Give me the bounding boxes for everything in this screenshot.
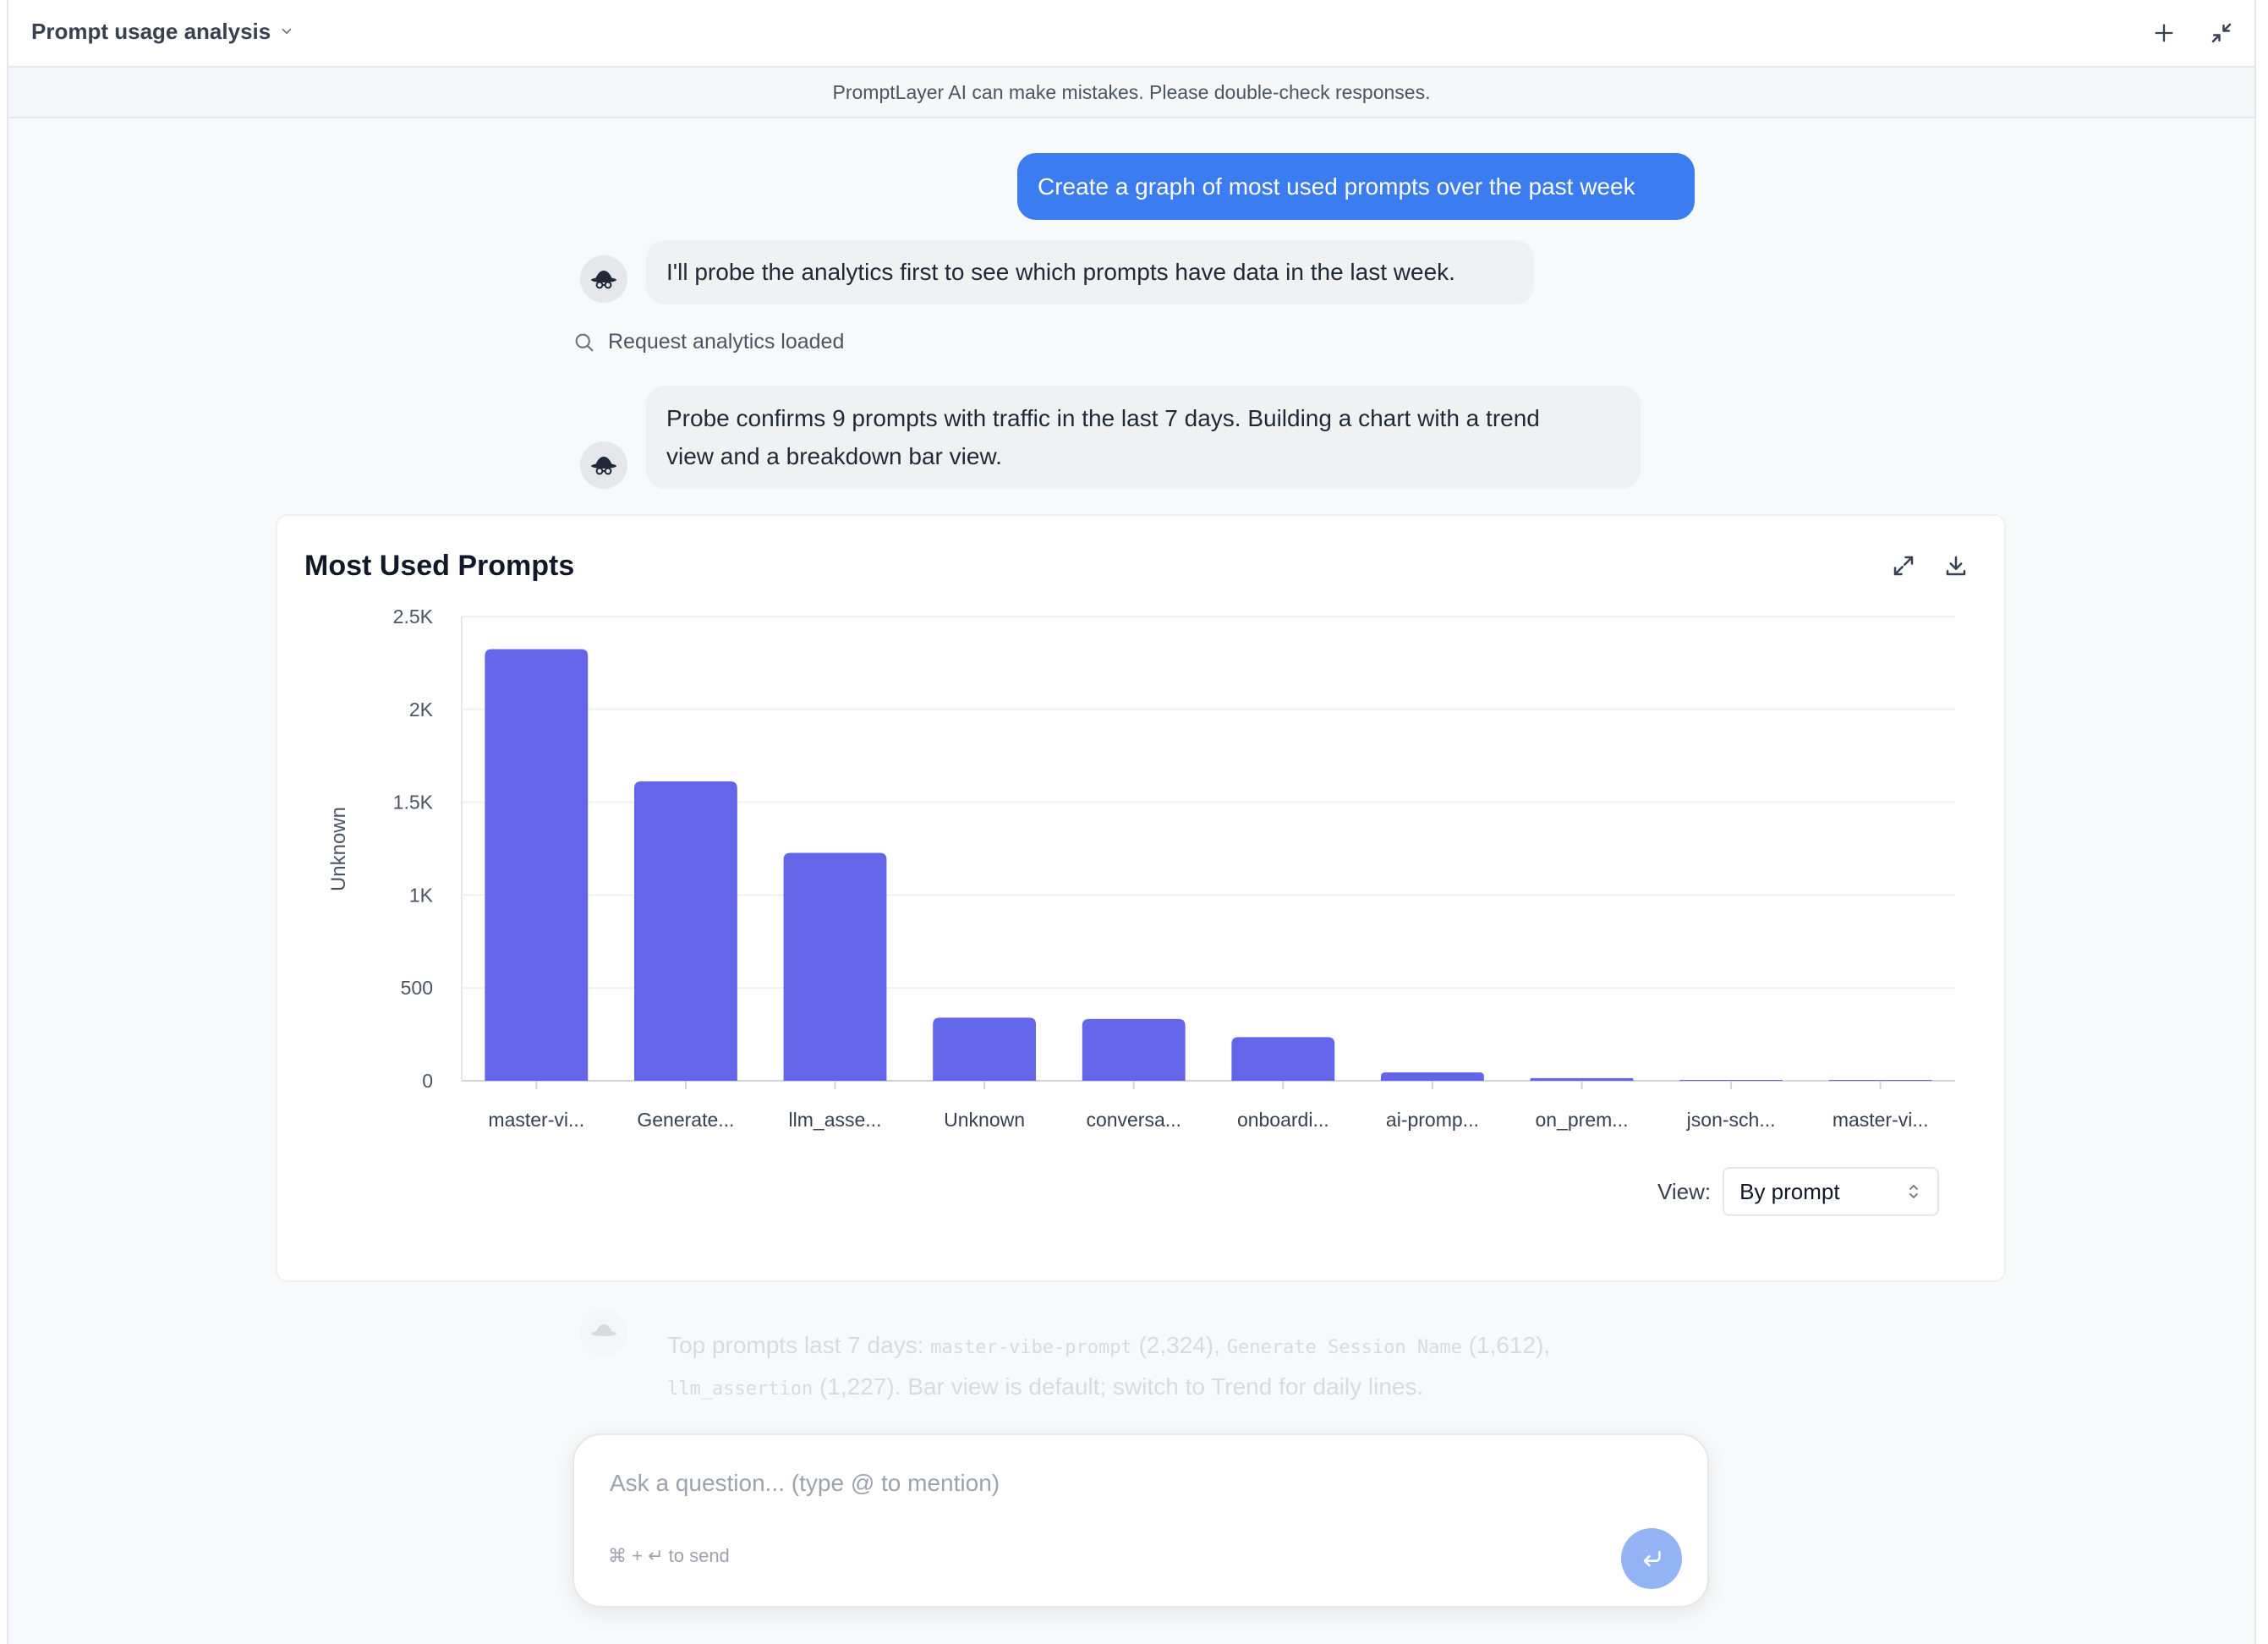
bar	[1380, 1072, 1484, 1081]
y-tick-label: 2.5K	[393, 606, 434, 627]
assistant-message: I'll probe the analytics first to see wh…	[646, 240, 1534, 304]
bar	[633, 781, 737, 1081]
y-tick-label: 0	[422, 1070, 433, 1092]
y-axis-label: Unknown	[327, 807, 350, 891]
send-button[interactable]	[1621, 1528, 1682, 1589]
user-message: Create a graph of most used prompts over…	[1017, 153, 1695, 220]
assistant-avatar	[580, 255, 627, 303]
ghost-text: Top prompts last 7 days:	[667, 1332, 931, 1358]
ghost-code: master-vibe-prompt	[930, 1337, 1132, 1358]
assistant-hat-icon	[591, 457, 616, 475]
conversation-title: Prompt usage analysis	[31, 19, 271, 44]
ghost-text: (1,612),	[1461, 1332, 1551, 1358]
bar	[1828, 1080, 1932, 1081]
x-tick-label: ai-promp...	[1386, 1109, 1479, 1131]
bar	[933, 1017, 1037, 1081]
faded-message-text: Top prompts last 7 days: master-vibe-pro…	[667, 1326, 1614, 1409]
chat-composer: ⌘ + ↵ to send	[572, 1433, 1709, 1608]
chevron-down-icon	[279, 19, 294, 45]
message-input[interactable]	[608, 1469, 1609, 1498]
top-bar: Prompt usage analysis	[8, 0, 2254, 68]
collapse-icon[interactable]	[2207, 19, 2236, 47]
tool-call-label: Request analytics loaded	[608, 330, 845, 353]
select-chevrons-icon	[1909, 1185, 1919, 1198]
bar	[485, 649, 589, 1081]
ghost-code: llm_assertion	[667, 1378, 814, 1400]
x-tick-label: Unknown	[944, 1109, 1025, 1131]
view-label: View:	[1657, 1178, 1712, 1204]
view-selected-value: By prompt	[1739, 1178, 1840, 1204]
tool-call-status: Request analytics loaded	[572, 330, 844, 354]
expand-icon[interactable]	[1889, 551, 1918, 580]
view-select[interactable]: By prompt	[1723, 1167, 1940, 1216]
faded-assistant-message: Top prompts last 7 days: master-vibe-pro…	[8, 1285, 2254, 1446]
view-control: View: By prompt	[1657, 1167, 1940, 1216]
ghost-text: (1,227). Bar view is default; switch to …	[813, 1373, 1424, 1400]
send-hint: ⌘ + ↵ to send	[608, 1545, 730, 1566]
download-icon[interactable]	[1942, 551, 1970, 580]
assistant-hat-icon	[591, 271, 616, 289]
assistant-message-line: Probe confirms 9 prompts with traffic in…	[666, 405, 1540, 431]
y-tick-label: 1K	[409, 884, 434, 906]
search-icon	[575, 333, 594, 351]
app-frame: Prompt usage analysis PromptLayer AI can…	[7, 0, 2256, 1644]
conversation-title-dropdown[interactable]: Prompt usage analysis	[31, 19, 294, 45]
y-tick-label: 500	[401, 977, 433, 999]
bar	[1082, 1018, 1186, 1081]
chart-title: Most Used Prompts	[304, 550, 575, 582]
y-tick-label: 1.5K	[393, 792, 434, 814]
y-tick-label: 2K	[409, 699, 434, 721]
assistant-message-line: view and a breakdown bar view.	[666, 443, 1002, 469]
plus-icon[interactable]	[2150, 19, 2178, 47]
x-tick-label: master-vi...	[1832, 1109, 1929, 1131]
bar	[1530, 1077, 1634, 1081]
ghost-text: (2,324),	[1131, 1332, 1227, 1358]
assistant-avatar	[580, 441, 627, 489]
assistant-message: Probe confirms 9 prompts with traffic in…	[646, 386, 1641, 489]
bar-chart: 0 500 1K 1.5K 2K 2.5K Unknown master-vi... Gener…	[327, 606, 1955, 1131]
x-tick-label: json-sch...	[1686, 1109, 1776, 1131]
x-tick-label: on_prem...	[1536, 1109, 1629, 1131]
enter-icon	[1643, 1550, 1661, 1567]
bar	[783, 852, 887, 1081]
x-tick-label: master-vi...	[488, 1109, 584, 1131]
chart-card: Most Used Prompts 0 500 1K 1.5K 2K 2.5K Unknow…	[276, 514, 2006, 1282]
x-tick-label: conversa...	[1086, 1109, 1181, 1131]
bar	[1231, 1037, 1335, 1081]
bar	[1679, 1080, 1783, 1081]
x-tick-label: Generate...	[637, 1109, 734, 1131]
assistant-hat-icon	[591, 1324, 616, 1336]
ghost-code: Generate Session Name	[1226, 1337, 1462, 1358]
x-tick-label: llm_asse...	[789, 1109, 882, 1131]
disclaimer-banner: PromptLayer AI can make mistakes. Please…	[8, 68, 2254, 118]
assistant-avatar	[580, 1309, 627, 1356]
x-tick-label: onboardi...	[1237, 1109, 1329, 1131]
